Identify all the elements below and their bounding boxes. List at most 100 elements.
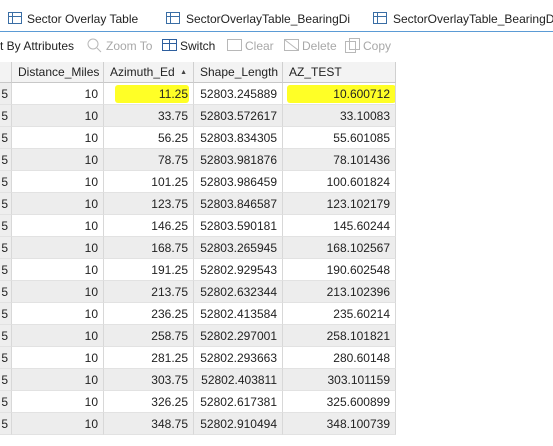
chrome-icons (0, 12, 553, 53)
highlight (115, 85, 189, 103)
row-header-cell[interactable]: 5 (0, 325, 12, 347)
table-cell[interactable]: 348.100739 (283, 413, 396, 435)
table-cell[interactable]: 10 (12, 215, 104, 237)
table-cell[interactable]: 10 (12, 259, 104, 281)
table-cell[interactable]: 258.75 (104, 325, 194, 347)
toolbar-button[interactable]: Clear (245, 39, 274, 53)
table-cell[interactable]: 258.101821 (283, 325, 396, 347)
table-cell[interactable]: 326.25 (104, 391, 194, 413)
row-header-cell[interactable]: 5 (0, 83, 12, 105)
table-cell[interactable]: 235.60214 (283, 303, 396, 325)
table-cell[interactable]: 10 (12, 391, 104, 413)
table-cell[interactable]: 303.101159 (283, 369, 396, 391)
table-cell[interactable]: 10 (12, 149, 104, 171)
table-cell[interactable]: 33.10083 (283, 105, 396, 127)
row-header-cell[interactable]: 5 (0, 127, 12, 149)
table-cell[interactable]: 52802.617381 (194, 391, 283, 413)
table-cell[interactable]: 10 (12, 281, 104, 303)
table-cell[interactable]: 52803.590181 (194, 215, 283, 237)
table-cell[interactable]: 10 (12, 303, 104, 325)
table-cell[interactable]: 52802.413584 (194, 303, 283, 325)
table-cell[interactable]: 168.75 (104, 237, 194, 259)
row-header-cell[interactable]: 5 (0, 171, 12, 193)
table-cell[interactable]: 56.25 (104, 127, 194, 149)
toolbar-button[interactable]: Switch (180, 39, 216, 53)
table-cell[interactable]: 10 (12, 171, 104, 193)
table-cell[interactable]: 145.60244 (283, 215, 396, 237)
table-cell[interactable]: 236.25 (104, 303, 194, 325)
table-cell[interactable]: 100.601824 (283, 171, 396, 193)
row-header-cell[interactable]: 5 (0, 347, 12, 369)
toolbar-button[interactable]: Zoom To (106, 39, 153, 53)
tab-icons (8, 12, 387, 24)
table-cell[interactable]: 11.25 (104, 83, 194, 105)
table-cell[interactable]: 52803.981876 (194, 149, 283, 171)
header-cell[interactable]: Distance_Miles (12, 62, 104, 83)
switch-icon (162, 39, 177, 51)
row-header-cell[interactable]: 5 (0, 105, 12, 127)
header-cell[interactable]: AZ_TEST (283, 62, 396, 83)
toolbar-button[interactable]: Delete (302, 39, 337, 53)
table-cell[interactable]: 348.75 (104, 413, 194, 435)
table-cell[interactable]: 55.601085 (283, 127, 396, 149)
tab[interactable]: SectorOverlayTable_BearingDi_ (393, 12, 553, 26)
row-header-cell[interactable]: 5 (0, 281, 12, 303)
table-cell[interactable]: 52803.986459 (194, 171, 283, 193)
table-cell[interactable]: 10 (12, 105, 104, 127)
tab[interactable]: SectorOverlayTable_BearingDi (186, 12, 351, 26)
row-header-cell[interactable]: 5 (0, 215, 12, 237)
sort-arrow: ▲ (180, 69, 187, 76)
table-cell[interactable]: 52803.846587 (194, 193, 283, 215)
row-header-cell[interactable]: 5 (0, 193, 12, 215)
row-header-cell[interactable]: 5 (0, 369, 12, 391)
table-cell[interactable]: 168.102567 (283, 237, 396, 259)
table-cell[interactable]: 52802.910494 (194, 413, 283, 435)
table-cell[interactable]: 78.101436 (283, 149, 396, 171)
table-cell[interactable]: 10 (12, 83, 104, 105)
table-cell[interactable]: 10 (12, 413, 104, 435)
row-header-cell[interactable]: 5 (0, 413, 12, 435)
table-cell[interactable]: 213.75 (104, 281, 194, 303)
table-cell[interactable]: 10 (12, 325, 104, 347)
table-cell[interactable]: 123.75 (104, 193, 194, 215)
toolbar-button[interactable]: t By Attributes (0, 39, 75, 53)
table-cell[interactable]: 52802.297001 (194, 325, 283, 347)
table-cell[interactable]: 191.25 (104, 259, 194, 281)
table-cell[interactable]: 52803.572617 (194, 105, 283, 127)
table-cell[interactable]: 190.602548 (283, 259, 396, 281)
row-header-cell[interactable]: 5 (0, 391, 12, 413)
table-cell[interactable]: 52802.293663 (194, 347, 283, 369)
table-cell[interactable]: 52803.265945 (194, 237, 283, 259)
row-header-cell[interactable]: 5 (0, 303, 12, 325)
table-cell[interactable]: 146.25 (104, 215, 194, 237)
table-cell[interactable]: 52802.929543 (194, 259, 283, 281)
header-cell[interactable]: Azimuth_Ed ▲ (104, 62, 194, 83)
row-header-cell[interactable]: 5 (0, 237, 12, 259)
table-cell[interactable]: 10 (12, 127, 104, 149)
table-cell[interactable]: 280.60148 (283, 347, 396, 369)
table-cell[interactable]: 123.102179 (283, 193, 396, 215)
row-header-cell[interactable]: 5 (0, 259, 12, 281)
table-cell[interactable]: 52803.245889 (194, 83, 283, 105)
table-cell[interactable]: 10.600712 (283, 83, 396, 105)
header-cell[interactable]: Shape_Length (194, 62, 283, 83)
table-cell[interactable]: 213.102396 (283, 281, 396, 303)
table-cell[interactable]: 78.75 (104, 149, 194, 171)
table-cell[interactable]: 101.25 (104, 171, 194, 193)
table-cell[interactable]: 33.75 (104, 105, 194, 127)
table-cell[interactable]: 10 (12, 193, 104, 215)
disabled-icons (87, 38, 360, 53)
table-cell[interactable]: 303.75 (104, 369, 194, 391)
table-cell[interactable]: 10 (12, 347, 104, 369)
tab[interactable]: Sector Overlay Table (27, 12, 139, 26)
table-cell[interactable]: 325.600899 (283, 391, 396, 413)
table-cell[interactable]: 281.25 (104, 347, 194, 369)
table-cell[interactable]: 52802.632344 (194, 281, 283, 303)
table-cell[interactable]: 52803.834305 (194, 127, 283, 149)
table-cell[interactable]: 52802.403811 (194, 369, 283, 391)
toolbar-button[interactable]: Copy (363, 39, 392, 53)
table-cell[interactable]: 10 (12, 237, 104, 259)
row-header-cell[interactable]: 5 (0, 149, 12, 171)
table-cell[interactable]: 10 (12, 369, 104, 391)
